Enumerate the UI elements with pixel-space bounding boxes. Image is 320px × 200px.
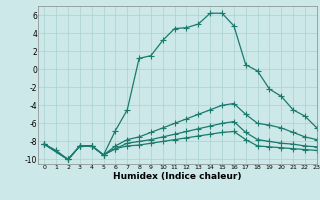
X-axis label: Humidex (Indice chaleur): Humidex (Indice chaleur) [113,172,242,181]
